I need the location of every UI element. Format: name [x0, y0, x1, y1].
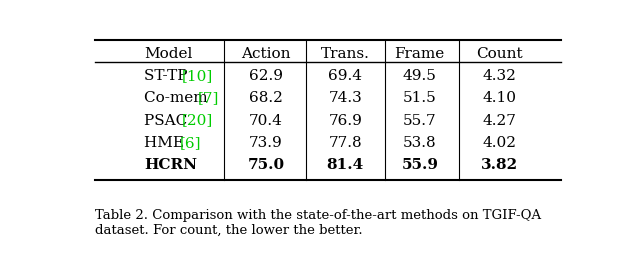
Text: 77.8: 77.8	[328, 136, 362, 150]
Text: PSAC: PSAC	[145, 113, 193, 128]
Text: [20]: [20]	[182, 113, 213, 128]
Text: 69.4: 69.4	[328, 69, 362, 83]
Text: 55.9: 55.9	[401, 158, 438, 172]
Text: 68.2: 68.2	[249, 91, 283, 105]
Text: HME: HME	[145, 136, 189, 150]
Text: 51.5: 51.5	[403, 91, 436, 105]
Text: 55.7: 55.7	[403, 113, 436, 128]
Text: 62.9: 62.9	[249, 69, 283, 83]
Text: 70.4: 70.4	[249, 113, 283, 128]
Text: Co-mem: Co-mem	[145, 91, 213, 105]
Text: 3.82: 3.82	[481, 158, 518, 172]
Text: Model: Model	[145, 47, 193, 61]
Text: 74.3: 74.3	[328, 91, 362, 105]
Text: 49.5: 49.5	[403, 69, 436, 83]
Text: [6]: [6]	[179, 136, 201, 150]
Text: Action: Action	[241, 47, 291, 61]
Text: Count: Count	[476, 47, 522, 61]
Text: 4.02: 4.02	[482, 136, 516, 150]
Text: 4.32: 4.32	[482, 69, 516, 83]
Text: 76.9: 76.9	[328, 113, 362, 128]
Text: HCRN: HCRN	[145, 158, 198, 172]
Text: ST-TP: ST-TP	[145, 69, 193, 83]
Text: 73.9: 73.9	[249, 136, 283, 150]
Text: 81.4: 81.4	[327, 158, 364, 172]
Text: 53.8: 53.8	[403, 136, 436, 150]
Text: Table 2. Comparison with the state-of-the-art methods on TGIF-QA
dataset. For co: Table 2. Comparison with the state-of-th…	[95, 209, 541, 237]
Text: [7]: [7]	[198, 91, 219, 105]
Text: 4.27: 4.27	[482, 113, 516, 128]
Text: Frame: Frame	[395, 47, 445, 61]
Text: Trans.: Trans.	[321, 47, 370, 61]
Text: 75.0: 75.0	[248, 158, 285, 172]
Text: [10]: [10]	[182, 69, 213, 83]
Text: 4.10: 4.10	[482, 91, 516, 105]
